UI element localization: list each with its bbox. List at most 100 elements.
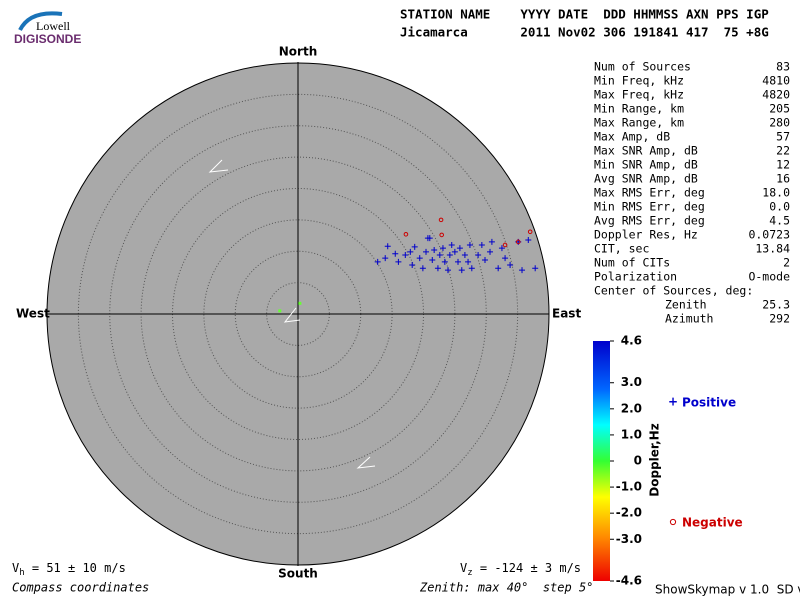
stat-label: Num of CITs — [594, 256, 670, 270]
legend-symbol — [669, 518, 677, 526]
source-point — [495, 265, 502, 272]
colorbar-tick-label: 4.6 — [621, 334, 642, 348]
stat-label: Max RMS Err, deg — [594, 186, 705, 200]
stat-label: Min Range, km — [594, 102, 684, 116]
stat-value: 0.0723 — [748, 228, 790, 242]
source-point — [278, 309, 282, 313]
stat-value: 12 — [776, 158, 790, 172]
stat-label: Zenith — [665, 298, 707, 312]
header-line: STATION NAME YYYY DATE DDD HHMMSS AXN PP… — [400, 7, 769, 22]
velocity-arrow — [208, 159, 229, 173]
stat-value: 205 — [769, 102, 790, 116]
source-point — [384, 243, 391, 250]
stat-value: 0.0 — [769, 200, 790, 214]
source-point — [478, 241, 485, 248]
direction-label: North — [279, 45, 317, 59]
stat-value: 4820 — [762, 88, 790, 102]
source-point — [525, 236, 532, 243]
source-point — [434, 265, 441, 272]
source-point — [403, 232, 409, 237]
source-point — [409, 262, 416, 269]
stat-label: Center of Sources, deg: — [594, 284, 753, 298]
source-point — [429, 257, 436, 264]
stat-value: 4.5 — [769, 214, 790, 228]
logo-swoosh — [18, 11, 63, 32]
source-point — [423, 248, 430, 255]
stat-label: Avg SNR Amp, dB — [594, 172, 698, 186]
stat-value: 22 — [776, 144, 790, 158]
stat-value: 13.84 — [755, 242, 790, 256]
source-point — [527, 229, 533, 235]
source-point — [502, 255, 509, 262]
source-point — [395, 258, 402, 265]
stat-label: Min SNR Amp, dB — [594, 158, 698, 172]
source-point — [416, 255, 423, 262]
colorbar-label: Doppler,Hz — [648, 423, 662, 496]
colorbar-tick-label: -1.0 — [616, 480, 642, 494]
source-point — [439, 232, 444, 238]
footer-center: Zenith: max 40° step 5° — [419, 581, 593, 595]
stat-value: 292 — [769, 312, 790, 326]
stat-value: 83 — [776, 60, 790, 74]
velocity-arrow — [356, 456, 376, 469]
stat-value: O-mode — [748, 270, 790, 284]
source-point — [502, 242, 508, 248]
velocity-arrow — [283, 307, 301, 323]
stat-label: Max SNR Amp, dB — [594, 144, 698, 158]
colorbar-tick-label: 2.0 — [621, 401, 642, 415]
stat-label: Min RMS Err, deg — [594, 200, 705, 214]
source-point — [446, 252, 453, 259]
footer-left: Compass coordinates — [12, 581, 149, 595]
stat-label: Max Range, km — [594, 116, 684, 130]
header-line: Jicamarca 2011 Nov02 306 191841 417 75 +… — [400, 25, 769, 40]
source-point — [461, 252, 468, 259]
stat-label: Max Amp, dB — [594, 130, 670, 144]
colorbar-tick-label: 0 — [634, 454, 642, 468]
source-point — [498, 245, 505, 252]
source-point — [411, 243, 418, 250]
stat-label: Num of Sources — [594, 60, 691, 74]
colorbar-tick-label: -2.0 — [616, 506, 642, 520]
source-point — [458, 267, 465, 274]
source-point — [466, 241, 473, 248]
source-point — [431, 246, 438, 253]
source-point — [426, 235, 433, 242]
colorbar-tick-label: 3.0 — [621, 375, 642, 389]
stat-value: 16 — [776, 172, 790, 186]
velocity-h: Vh = 51 ± 10 m/s — [12, 561, 126, 578]
colorbar-tick-label: -4.6 — [616, 574, 642, 588]
stat-label: Polarization — [594, 270, 677, 284]
stat-value: 57 — [776, 130, 790, 144]
source-point — [515, 239, 521, 245]
legend-symbol: + — [668, 395, 678, 409]
source-point — [488, 238, 495, 245]
source-point — [392, 250, 399, 257]
direction-label: South — [278, 567, 318, 581]
stat-value: 18.0 — [762, 186, 790, 200]
stat-label: Max Freq, kHz — [594, 88, 684, 102]
stat-label: Avg RMS Err, deg — [594, 214, 705, 228]
velocity-z: Vz = -124 ± 3 m/s — [460, 561, 581, 578]
source-point — [374, 258, 381, 265]
legend-label: Positive — [682, 396, 736, 410]
source-point — [444, 267, 451, 274]
direction-label: West — [16, 307, 50, 321]
source-point — [475, 252, 482, 259]
source-point — [507, 262, 514, 269]
source-point — [519, 267, 526, 274]
source-point — [438, 217, 444, 223]
stat-value: 2 — [783, 256, 790, 270]
source-point — [532, 265, 539, 272]
legend-label: Negative — [682, 516, 743, 530]
source-point — [439, 245, 446, 252]
source-point — [468, 265, 475, 272]
source-point — [451, 248, 458, 255]
source-point — [382, 255, 389, 262]
source-point — [448, 241, 455, 248]
source-point — [456, 245, 463, 252]
stat-label: Azimuth — [665, 312, 713, 326]
source-point — [436, 252, 443, 259]
source-point — [441, 258, 448, 265]
colorbar-tick-label: -3.0 — [616, 532, 642, 546]
